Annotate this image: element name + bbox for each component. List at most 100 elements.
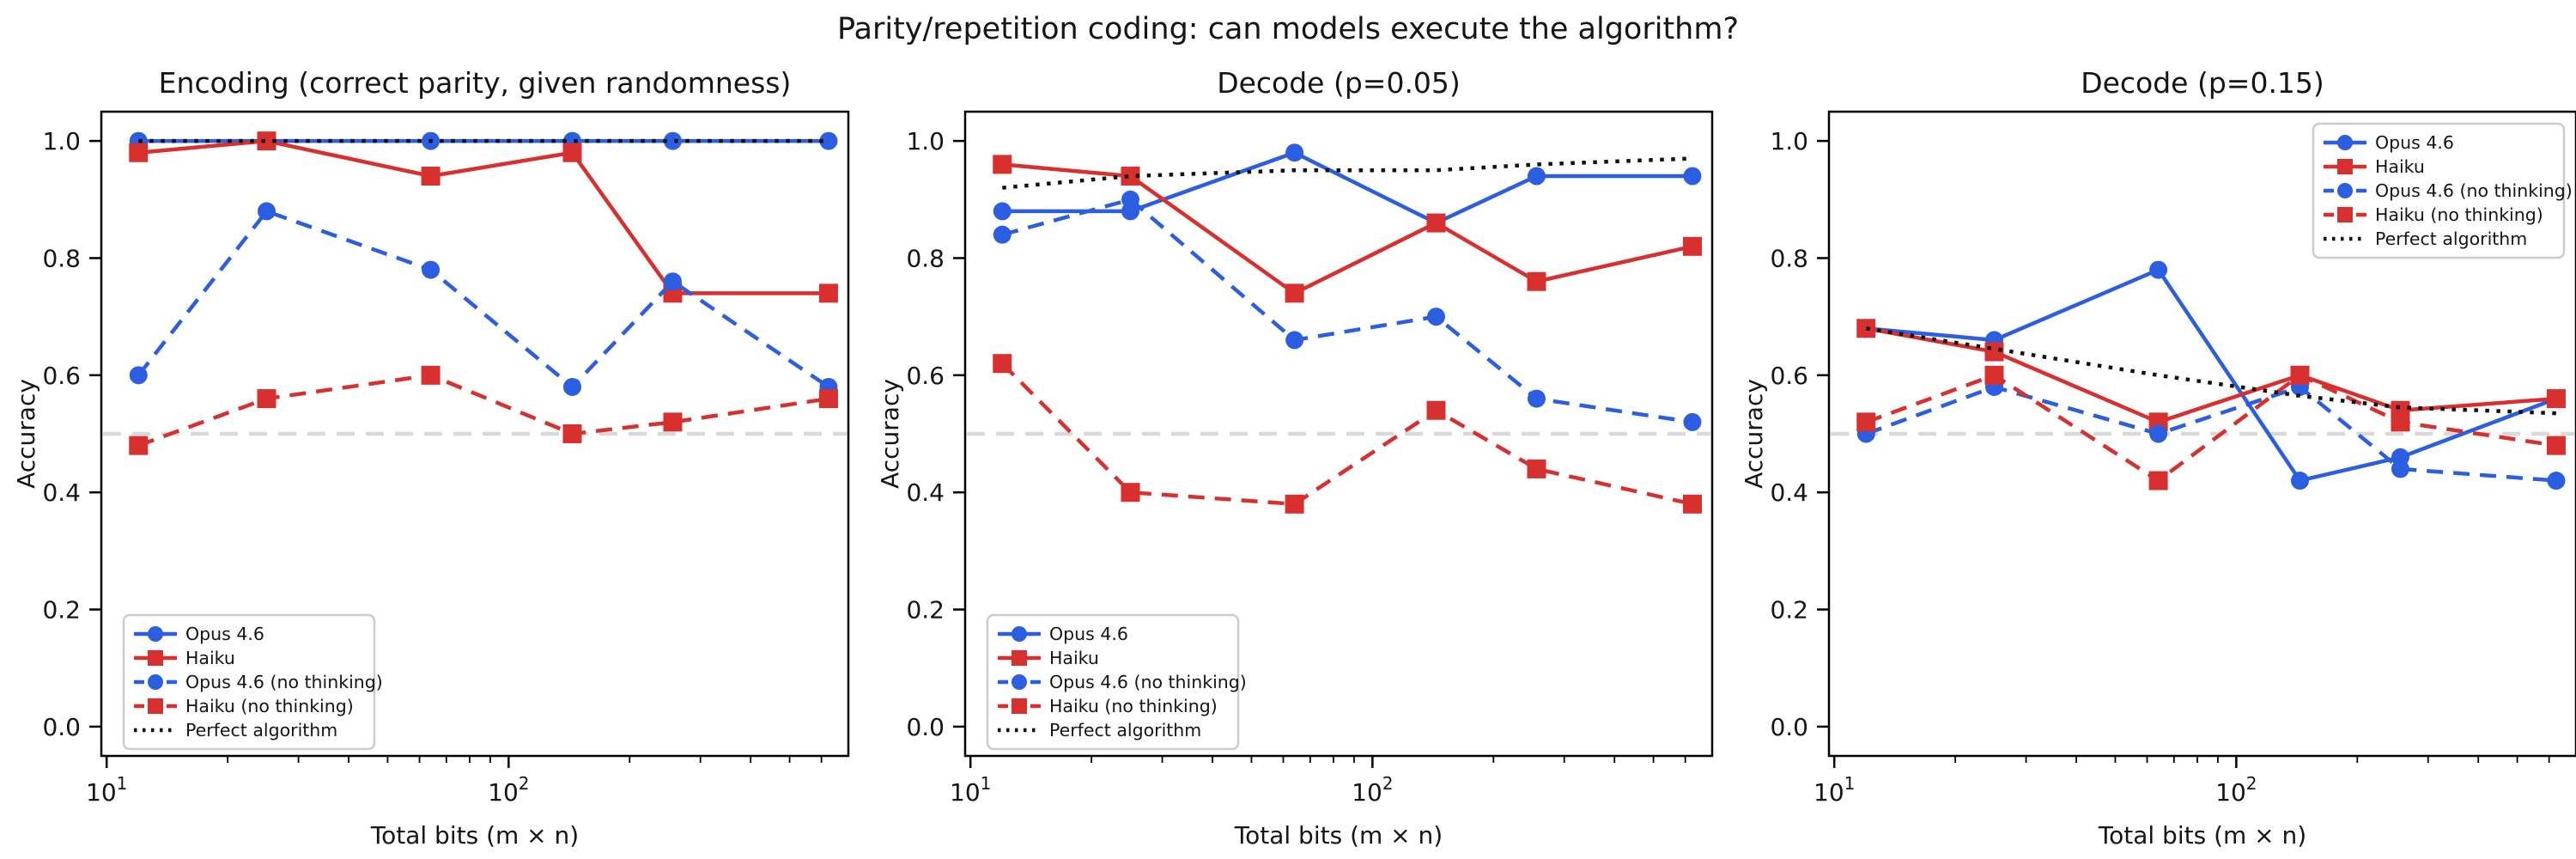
- series-line-opus-4-6-no-thinking-: [1001, 197, 1693, 424]
- data-point-circle: [1527, 167, 1546, 186]
- subplot-3: 0.0 0.2 0.4 0.6 0.8 1.0 101 102 Total bits (m × …: [1740, 66, 2576, 850]
- y-tick-label: 1.0: [42, 127, 81, 155]
- y-tick-label: 0.0: [42, 713, 81, 741]
- legend-sample-circle: [2337, 183, 2353, 198]
- legend-label: Opus 4.6: [185, 624, 264, 644]
- legend-sample-square: [1012, 698, 1027, 714]
- data-point-square: [2290, 365, 2310, 385]
- data-point-square: [818, 283, 838, 303]
- y-tick-label: 0.2: [906, 596, 945, 624]
- legend-label: Haiku: [2375, 156, 2425, 177]
- x-axis-label: Total bits (m × n): [1234, 821, 1443, 850]
- data-point-square: [129, 143, 149, 162]
- series-line-opus-4-6: [1002, 150, 1692, 225]
- series-line-opus-4-6: [1866, 267, 2557, 484]
- y-tick-label: 0.8: [42, 244, 81, 272]
- legend-sample-square: [2337, 207, 2353, 222]
- y-tick-label: 0.0: [906, 713, 945, 741]
- data-point-square: [257, 131, 276, 151]
- data-point-square: [129, 436, 149, 455]
- x-tick-label: 101: [950, 773, 991, 807]
- series-line-haiku-no-thinking-: [137, 373, 829, 448]
- subplot-1: 0.0 0.2 0.4 0.6 0.8 1.0 101 102 Total bits (m × …: [12, 66, 850, 850]
- data-point-square: [1426, 213, 1446, 233]
- data-point-circle: [1527, 389, 1546, 408]
- y-axis-label: Accuracy: [12, 379, 40, 489]
- y-tick-label: 0.6: [1770, 362, 1808, 390]
- subplot-2: 0.0 0.2 0.4 0.6 0.8 1.0 101 102 Total bits (m × …: [876, 66, 1714, 850]
- data-point-circle: [2547, 472, 2566, 490]
- legend: Opus 4.6 Haiku Opus 4.6 (no thinking) Haiku…: [122, 613, 383, 751]
- data-point-square: [562, 143, 582, 162]
- legend-label: Opus 4.6: [1049, 624, 1128, 644]
- y-axis-label: Accuracy: [1740, 379, 1768, 489]
- y-tick-label: 0.8: [1770, 244, 1808, 272]
- y-tick-label: 0.0: [1770, 713, 1808, 741]
- data-point-square: [1285, 283, 1304, 303]
- data-point-square: [993, 354, 1012, 374]
- data-point-circle: [663, 131, 682, 150]
- x-axis-label: Total bits (m × n): [2098, 821, 2306, 850]
- legend: Opus 4.6 Haiku Opus 4.6 (no thinking) Haiku…: [986, 613, 1247, 751]
- legend-label: Perfect algorithm: [2375, 228, 2527, 249]
- legend-box: [986, 613, 1240, 751]
- series-line-perfect-algorithm: [1002, 156, 1693, 190]
- data-point-square: [1984, 365, 2004, 385]
- x-tick-label: 102: [2215, 773, 2257, 807]
- legend-label: Perfect algorithm: [1049, 720, 1201, 740]
- legend-sample-circle: [1012, 626, 1027, 642]
- y-tick-label: 0.2: [1770, 596, 1808, 624]
- x-axis-label: Total bits (m × n): [370, 821, 579, 850]
- legend-label: Haiku (no thinking): [1049, 696, 1218, 716]
- legend-sample-square: [1012, 650, 1027, 666]
- y-tick-label: 1.0: [1770, 127, 1808, 155]
- legend-sample-square: [2337, 159, 2353, 174]
- data-point-circle: [562, 377, 581, 396]
- legend-label: Opus 4.6 (no thinking): [1049, 672, 1247, 692]
- legend-label: Haiku: [185, 648, 235, 668]
- data-point-square: [1121, 167, 1140, 186]
- series-line-haiku: [138, 138, 829, 295]
- data-point-circle: [993, 202, 1012, 221]
- series-line-haiku-no-thinking-: [1865, 373, 2557, 484]
- data-point-circle: [819, 131, 838, 150]
- data-point-circle: [1426, 308, 1445, 326]
- data-point-circle: [1683, 412, 1702, 431]
- x-tick-label: 101: [86, 773, 127, 807]
- data-point-square: [421, 365, 440, 385]
- legend-label: Opus 4.6 (no thinking): [185, 672, 383, 692]
- x-tick-label: 101: [1814, 773, 1855, 807]
- data-point-square: [2148, 471, 2168, 490]
- data-point-square: [1856, 412, 1876, 432]
- legend-sample-circle: [1012, 674, 1027, 690]
- data-point-circle: [993, 225, 1012, 244]
- series-line-opus-4-6-no-thinking-: [137, 209, 830, 390]
- legend-sample-circle: [148, 626, 163, 642]
- data-point-square: [993, 155, 1012, 174]
- data-point-square: [1527, 271, 1546, 291]
- legend-sample-square: [148, 698, 163, 714]
- subplot-title: Decode (p=0.15): [2081, 66, 2324, 100]
- data-point-square: [818, 389, 838, 409]
- series-line-opus-4-6-no-thinking-: [1865, 384, 2557, 483]
- data-point-square: [1682, 236, 1702, 256]
- legend-label: Haiku: [1049, 648, 1099, 668]
- data-point-circle: [2290, 472, 2309, 490]
- y-tick-label: 1.0: [906, 127, 945, 155]
- data-point-square: [421, 167, 440, 186]
- series-line-haiku: [1002, 162, 1693, 296]
- data-point-circle: [1285, 331, 1304, 350]
- y-tick-label: 0.4: [1770, 478, 1808, 507]
- data-point-square: [1285, 494, 1304, 514]
- legend: Opus 4.6 Haiku Opus 4.6 (no thinking) Haiku…: [2312, 122, 2573, 259]
- data-point-circle: [1121, 190, 1139, 209]
- legend-label: Haiku (no thinking): [185, 696, 354, 716]
- data-point-square: [1121, 483, 1140, 503]
- legend-sample-circle: [2337, 135, 2353, 150]
- data-point-circle: [129, 366, 148, 385]
- legend-box: [2312, 122, 2566, 259]
- data-point-square: [2546, 389, 2566, 409]
- data-point-square: [663, 412, 683, 432]
